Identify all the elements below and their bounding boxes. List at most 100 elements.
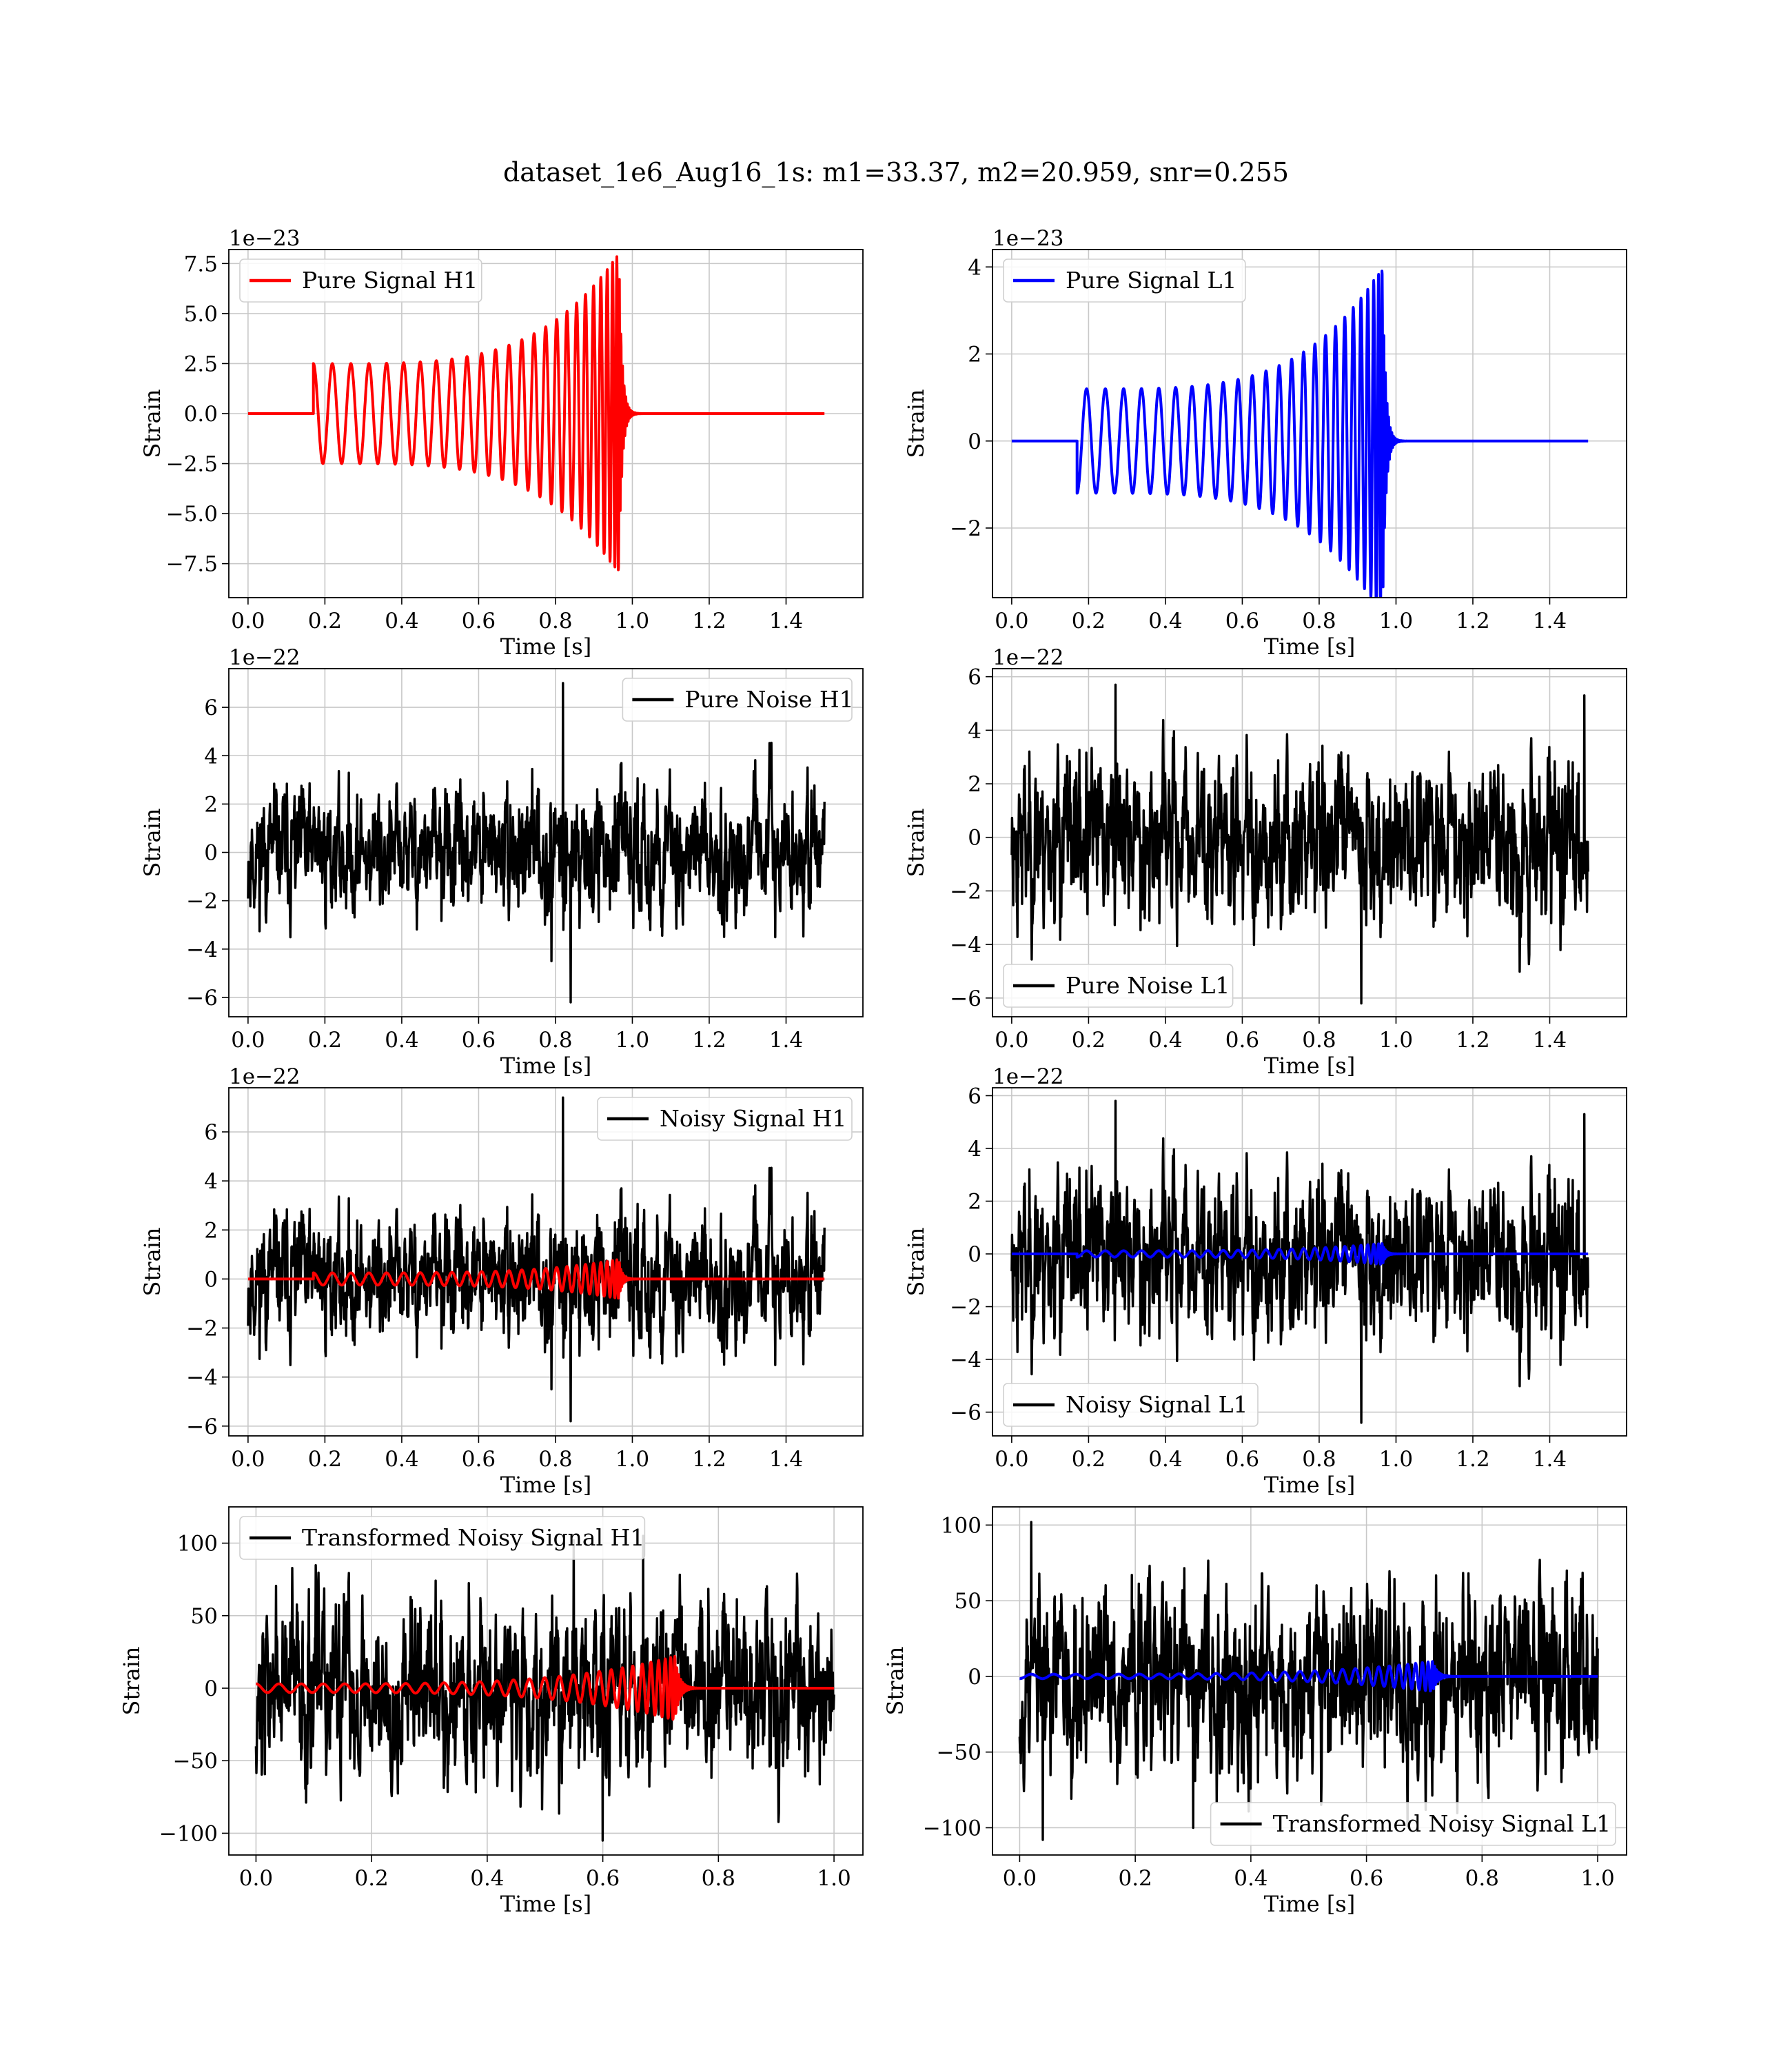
x-tick-label: 1.0 <box>1379 1447 1413 1472</box>
x-tick-label: 1.4 <box>769 1028 803 1053</box>
series-line-pure-noise-l1 <box>1010 683 1589 1005</box>
y-tick-label: 4 <box>968 718 981 743</box>
series-group <box>254 1534 835 1842</box>
x-tick-label: 1.4 <box>769 1447 803 1472</box>
x-tick-label: 1.0 <box>817 1866 851 1891</box>
x-tick-label: 0.0 <box>1003 1866 1037 1891</box>
legend: Pure Signal L1 <box>1003 258 1246 303</box>
x-tick-label: 1.0 <box>615 1028 649 1053</box>
axes-frame <box>992 668 1627 1017</box>
x-axis-label: Time [s] <box>1264 1472 1355 1498</box>
y-tick-label: 2.5 <box>184 352 218 376</box>
x-tick-label: 0.4 <box>385 1447 418 1472</box>
subplot-6: 0.0 0.2 0.4 0.6 0.8 1.0 1.2 1.4 −6 −4 −2 0 2 4 6 Time [… <box>903 1064 1627 1498</box>
x-tick-label: 0.8 <box>1302 1447 1336 1472</box>
series-group <box>247 682 826 1004</box>
y-tick-label: −2 <box>186 889 218 914</box>
series-line-overlay-1 <box>247 1258 826 1300</box>
y-tick-label: −100 <box>923 1816 981 1841</box>
y-tick-label: −6 <box>186 986 218 1011</box>
axes-frame <box>992 1087 1627 1437</box>
x-tick-label: 0.0 <box>995 1447 1028 1472</box>
y-tick-label: 0 <box>968 826 981 851</box>
subplot-2: 0.0 0.2 0.4 0.6 0.8 1.0 1.2 1.4 −2 0 2 4 Time [s] Str… <box>903 226 1627 660</box>
legend-label: Transformed Noisy Signal H1 <box>302 1524 644 1551</box>
x-tick-label: 1.2 <box>692 1028 726 1053</box>
x-tick-label: 0.8 <box>538 1447 572 1472</box>
y-tick-label: 2 <box>204 792 218 817</box>
y-tick-label: 2 <box>968 343 981 367</box>
legend-box <box>1003 1383 1259 1427</box>
axes-frame <box>228 1087 864 1437</box>
x-tick-label: 1.4 <box>1533 1447 1567 1472</box>
subplot-8: 0.0 0.2 0.4 0.6 0.8 1.0 −100 −50 0 50 100 Time [s] S… <box>882 1506 1627 1917</box>
x-tick-label: 0.4 <box>385 1028 418 1053</box>
axes-frame <box>228 249 864 598</box>
x-tick-label: 1.2 <box>692 609 726 633</box>
series-line-overlay-1 <box>1011 1242 1589 1266</box>
y-tick-label: 0 <box>204 1676 218 1701</box>
x-tick-label: 0.6 <box>1225 1028 1259 1053</box>
x-tick-label: 1.0 <box>615 609 649 633</box>
x-tick-label: 1.0 <box>615 1447 649 1472</box>
x-tick-label: 0.0 <box>231 1028 265 1053</box>
x-tick-label: 0.6 <box>586 1866 620 1891</box>
y-tick-label: −100 <box>159 1821 218 1846</box>
series-line-transformed-noisy-signal-h1 <box>254 1534 835 1842</box>
x-tick-label: 0.8 <box>702 1866 735 1891</box>
y-axis-label: Strain <box>139 809 165 878</box>
legend-box <box>1003 964 1234 1008</box>
x-axis-label: Time [s] <box>500 1053 591 1079</box>
axes-frame <box>992 249 1627 598</box>
x-tick-label: 1.4 <box>769 609 803 633</box>
y-tick-label: −2 <box>186 1317 218 1341</box>
y-scale-label: 1e−22 <box>992 645 1064 670</box>
legend-label: Pure Noise H1 <box>684 686 853 713</box>
y-tick-label: 2 <box>204 1218 218 1243</box>
y-tick-label: −4 <box>186 1366 218 1390</box>
y-scale-label: 1e−22 <box>229 1064 301 1089</box>
legend-label: Transformed Noisy Signal L1 <box>1273 1810 1611 1837</box>
x-tick-label: 0.2 <box>1118 1866 1152 1891</box>
y-tick-label: 0 <box>968 429 981 454</box>
y-axis-label: Strain <box>139 1228 165 1297</box>
legend-box <box>1003 258 1246 303</box>
legend-box <box>239 1516 646 1560</box>
x-tick-label: 0.4 <box>385 609 418 633</box>
x-tick-label: 0.2 <box>1072 1028 1106 1053</box>
y-tick-label: 6 <box>204 696 218 720</box>
y-tick-label: 4 <box>204 1169 218 1194</box>
x-tick-label: 0.0 <box>995 1028 1028 1053</box>
x-tick-label: 0.4 <box>470 1866 504 1891</box>
y-tick-label: 4 <box>968 1137 981 1162</box>
legend: Pure Noise L1 <box>1003 964 1234 1008</box>
y-tick-label: 0 <box>968 1665 981 1690</box>
y-axis-label: Strain <box>119 1647 145 1716</box>
y-tick-label: 0 <box>204 841 218 866</box>
y-tick-label: 100 <box>177 1532 218 1557</box>
x-tick-label: 0.2 <box>308 1028 342 1053</box>
y-tick-label: 7.5 <box>184 252 218 276</box>
x-tick-label: 0.8 <box>538 609 572 633</box>
x-tick-label: 0.6 <box>462 1028 496 1053</box>
x-axis-label: Time [s] <box>500 633 591 660</box>
subplot-7: 0.0 0.2 0.4 0.6 0.8 1.0 −100 −50 0 50 100 Time [s] S… <box>119 1506 864 1917</box>
y-scale-label: 1e−23 <box>992 226 1064 251</box>
series-group <box>1010 1099 1589 1424</box>
x-tick-label: 0.2 <box>308 609 342 633</box>
y-tick-label: 50 <box>955 1589 981 1614</box>
axes-frame <box>992 1506 1627 1856</box>
y-tick-label: −6 <box>950 1401 981 1426</box>
x-tick-label: 0.6 <box>462 1447 496 1472</box>
y-tick-label: 0 <box>204 1267 218 1292</box>
y-tick-label: −4 <box>950 933 981 957</box>
x-tick-label: 0.8 <box>1302 609 1336 633</box>
figure-title: dataset_1e6_Aug16_1s: m1=33.37, m2=20.95… <box>502 157 1290 187</box>
y-tick-label: 5.0 <box>184 302 218 327</box>
legend-label: Pure Noise L1 <box>1066 972 1230 999</box>
y-tick-label: −6 <box>186 1415 218 1439</box>
x-axis-label: Time [s] <box>500 1891 591 1917</box>
y-scale-label: 1e−22 <box>992 1064 1064 1089</box>
y-tick-label: −5.0 <box>166 502 218 527</box>
